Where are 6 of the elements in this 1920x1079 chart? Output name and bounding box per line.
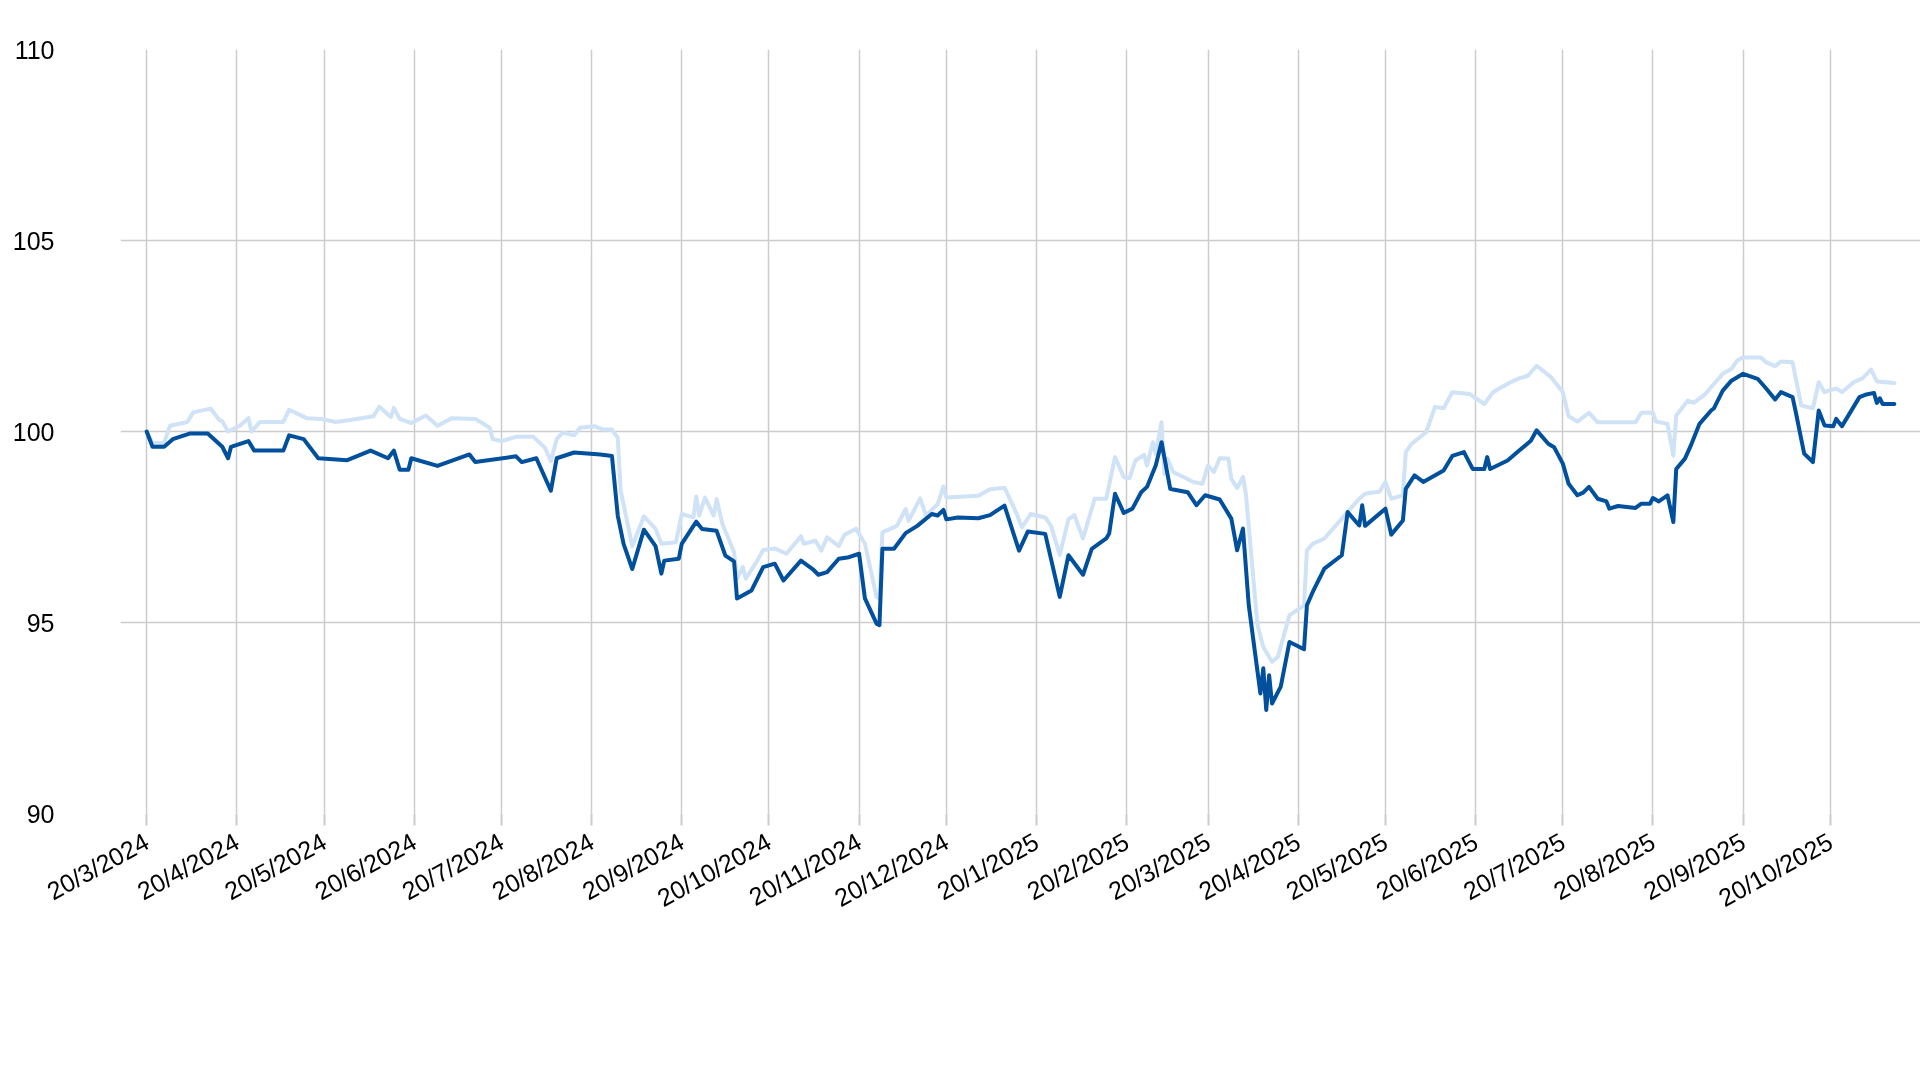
y-tick-label: 90: [26, 799, 55, 828]
y-tick-label: 105: [12, 226, 55, 255]
y-tick-label: 100: [12, 417, 55, 446]
line-series: [144, 371, 1897, 712]
y-tick-label: 110: [14, 35, 55, 64]
y-tick-label: 95: [26, 608, 55, 637]
